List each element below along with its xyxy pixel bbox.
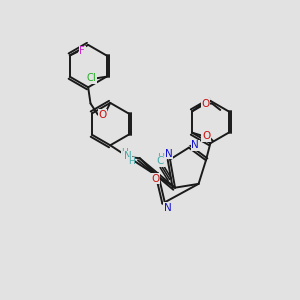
Text: N: N (124, 152, 132, 161)
Text: O: O (98, 110, 107, 120)
Text: O: O (151, 174, 159, 184)
Text: C: C (157, 156, 164, 166)
Text: H: H (122, 148, 128, 157)
Text: Cl: Cl (86, 73, 96, 83)
Text: O: O (201, 99, 209, 109)
Text: -H: -H (156, 153, 166, 162)
Text: N: N (165, 148, 172, 158)
Text: O: O (202, 131, 210, 141)
Text: F: F (79, 46, 85, 56)
Text: H: H (128, 157, 135, 166)
Text: N: N (191, 140, 199, 150)
Text: N: N (164, 203, 172, 213)
